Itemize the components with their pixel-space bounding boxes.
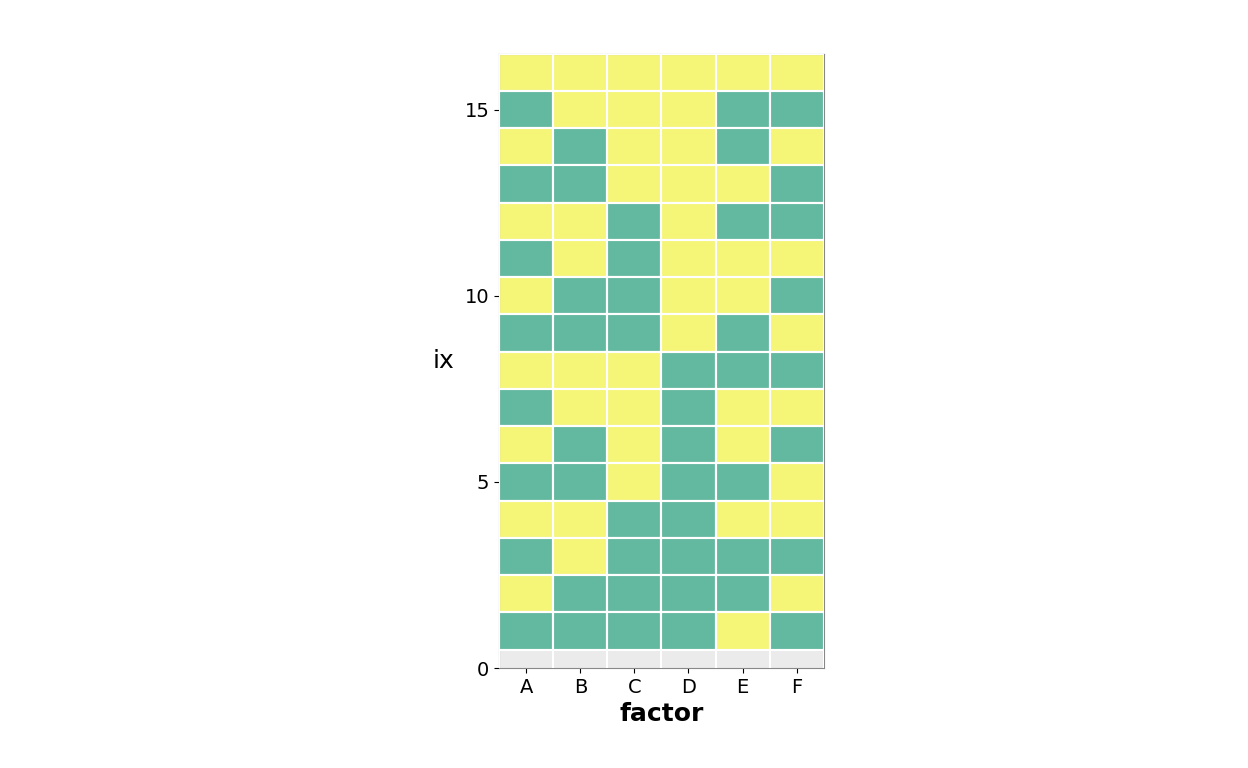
Bar <box>770 352 824 389</box>
Bar <box>553 128 608 165</box>
Bar <box>661 203 715 240</box>
Bar <box>499 314 553 352</box>
Bar <box>608 91 661 128</box>
Bar <box>553 426 608 463</box>
X-axis label: factor: factor <box>619 703 704 727</box>
Bar <box>608 203 661 240</box>
Bar <box>715 165 770 203</box>
Bar <box>608 575 661 612</box>
Bar <box>608 240 661 277</box>
Bar <box>608 314 661 352</box>
Bar <box>553 277 608 314</box>
Bar <box>715 575 770 612</box>
Bar <box>553 314 608 352</box>
Legend: -1, 1: -1, 1 <box>570 765 753 768</box>
Bar <box>661 426 715 463</box>
Bar <box>715 389 770 426</box>
Bar <box>661 128 715 165</box>
Bar <box>770 203 824 240</box>
Bar <box>499 128 553 165</box>
Bar <box>770 501 824 538</box>
Bar <box>553 203 608 240</box>
Bar <box>553 54 608 91</box>
Bar <box>499 389 553 426</box>
Bar <box>553 240 608 277</box>
Bar <box>608 352 661 389</box>
Bar <box>499 277 553 314</box>
Bar <box>770 91 824 128</box>
Bar <box>770 575 824 612</box>
Bar <box>661 612 715 650</box>
Bar <box>608 165 661 203</box>
Bar <box>770 165 824 203</box>
Bar <box>770 128 824 165</box>
Bar <box>661 463 715 501</box>
Bar <box>553 612 608 650</box>
Bar <box>553 91 608 128</box>
Bar <box>553 463 608 501</box>
Y-axis label: ix: ix <box>433 349 454 373</box>
Bar <box>499 426 553 463</box>
Bar <box>715 314 770 352</box>
Bar <box>553 575 608 612</box>
Bar <box>770 240 824 277</box>
Bar <box>553 165 608 203</box>
Bar <box>608 277 661 314</box>
Bar <box>608 54 661 91</box>
Bar <box>661 538 715 575</box>
Bar <box>661 277 715 314</box>
Bar <box>770 314 824 352</box>
Bar <box>770 538 824 575</box>
Bar <box>499 463 553 501</box>
Bar <box>553 389 608 426</box>
Bar <box>499 538 553 575</box>
Bar <box>661 54 715 91</box>
Bar <box>608 501 661 538</box>
Bar <box>661 314 715 352</box>
Bar <box>608 128 661 165</box>
Bar <box>770 612 824 650</box>
Bar <box>608 389 661 426</box>
Bar <box>661 165 715 203</box>
Bar <box>770 426 824 463</box>
Bar <box>715 463 770 501</box>
Bar <box>715 352 770 389</box>
Bar <box>499 203 553 240</box>
Bar <box>499 501 553 538</box>
Bar <box>608 426 661 463</box>
Bar <box>715 538 770 575</box>
Bar <box>715 501 770 538</box>
Bar <box>499 352 553 389</box>
Bar <box>715 91 770 128</box>
Bar <box>661 352 715 389</box>
Bar <box>499 575 553 612</box>
Bar <box>715 203 770 240</box>
Bar <box>770 463 824 501</box>
Bar <box>661 501 715 538</box>
Bar <box>499 165 553 203</box>
Bar <box>770 54 824 91</box>
Bar <box>608 463 661 501</box>
Bar <box>661 240 715 277</box>
Bar <box>715 54 770 91</box>
Bar <box>553 501 608 538</box>
Bar <box>715 426 770 463</box>
Bar <box>553 538 608 575</box>
Bar <box>499 612 553 650</box>
Bar <box>661 91 715 128</box>
Bar <box>499 240 553 277</box>
Bar <box>608 538 661 575</box>
Bar <box>715 240 770 277</box>
Bar <box>499 54 553 91</box>
Bar <box>553 352 608 389</box>
Bar <box>715 277 770 314</box>
Bar <box>661 389 715 426</box>
Bar <box>715 128 770 165</box>
Bar <box>661 575 715 612</box>
Bar <box>608 612 661 650</box>
Bar <box>770 389 824 426</box>
Bar <box>770 277 824 314</box>
Bar <box>499 91 553 128</box>
Bar <box>715 612 770 650</box>
